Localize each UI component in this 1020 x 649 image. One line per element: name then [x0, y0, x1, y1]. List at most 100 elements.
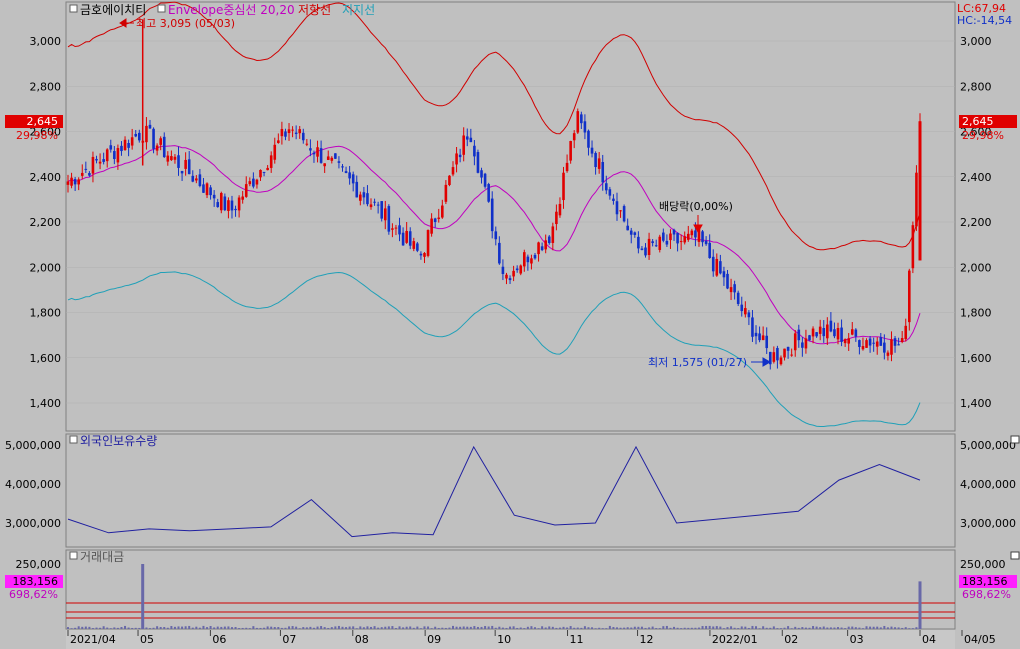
volume-bar	[712, 626, 715, 629]
y-tick-label: 2,600	[30, 126, 62, 139]
high-arrow	[119, 18, 134, 28]
volume-bar	[722, 628, 725, 629]
volume-label[interactable]: 거래대금	[80, 550, 124, 564]
volume-bar	[705, 625, 708, 629]
volume-bar	[562, 626, 565, 629]
pane-max-button[interactable]	[1010, 435, 1020, 444]
volume-bar	[915, 627, 918, 629]
volume-bar	[815, 626, 818, 629]
volume-bar	[690, 627, 693, 629]
volume-bar	[844, 628, 847, 629]
volume-bar	[263, 627, 266, 629]
candle-body	[426, 230, 430, 256]
dividend-arrow	[693, 215, 703, 234]
candle-body	[893, 338, 897, 346]
x-tick-label: 03	[850, 633, 864, 646]
x-tick-label: 02	[784, 633, 798, 646]
envelope-legend[interactable]: Envelope중심선 20,20	[168, 3, 295, 17]
candle-body	[726, 273, 729, 289]
candle-body	[897, 344, 900, 346]
candle-body	[120, 145, 123, 152]
candle-body	[729, 287, 733, 293]
volume-bar	[573, 627, 576, 629]
volume-bar	[102, 626, 105, 629]
volume-tag-change: 698,62%	[962, 588, 1011, 601]
candle-body	[341, 166, 344, 168]
volume-bar	[359, 626, 362, 629]
candle-body	[776, 347, 779, 361]
volume-bar	[330, 627, 333, 629]
volume-bar	[719, 626, 722, 629]
candle-body	[815, 332, 818, 337]
y-tick-label: 2,200	[960, 216, 992, 229]
volume-bar	[469, 626, 472, 629]
volume-bar	[894, 627, 897, 629]
candle-body	[719, 261, 722, 274]
volume-bar	[437, 627, 440, 629]
volume-bar	[523, 628, 526, 629]
candle-body	[818, 326, 822, 334]
price-pane[interactable]	[65, 1, 956, 432]
candle-body	[569, 141, 572, 161]
candle-body	[704, 240, 708, 245]
volume-bar	[840, 627, 843, 629]
volume-bar	[448, 627, 451, 629]
volume-bar	[202, 625, 205, 629]
x-tick-label: 10	[497, 633, 511, 646]
volume-bar	[755, 626, 758, 629]
candle-body	[348, 172, 351, 179]
candle-body	[615, 201, 619, 215]
volume-bar	[869, 626, 872, 629]
candle-body	[444, 184, 448, 202]
candle-body	[744, 308, 747, 315]
y-tick-label: 2,000	[960, 261, 992, 274]
volume-bar	[423, 626, 426, 629]
candle-body	[209, 187, 212, 196]
volume-bar	[288, 626, 291, 629]
volume-bar	[266, 626, 269, 629]
candle-body	[127, 143, 130, 148]
volume-bar	[173, 626, 176, 629]
volume-bar	[519, 627, 522, 629]
candle-body	[708, 242, 711, 258]
volume-bar	[886, 627, 889, 629]
candle-body	[462, 135, 465, 155]
candle-body	[273, 144, 277, 160]
volume-bar	[512, 626, 515, 629]
support-legend[interactable]: 지지선	[342, 3, 375, 17]
y-tick-label: 3,000	[960, 35, 992, 48]
volume-bar	[391, 626, 394, 629]
volume-bar	[277, 627, 280, 629]
candle-body	[583, 121, 587, 133]
volume-bar	[380, 627, 383, 629]
volume-bar	[298, 628, 301, 629]
y-tick-label: 1,400	[960, 397, 992, 410]
foreign-label[interactable]: 외국인보유수량	[80, 434, 157, 448]
candle-body	[408, 231, 412, 246]
volume-bar	[163, 627, 166, 629]
y-tick-label: 2,000	[30, 261, 62, 274]
volume-bar	[370, 626, 373, 629]
candle-body	[868, 338, 872, 346]
volume-bar	[402, 627, 405, 629]
pane-max-button[interactable]	[1010, 551, 1020, 560]
volume-bar	[854, 627, 857, 629]
volume-bar	[74, 627, 77, 629]
candle-body	[398, 225, 401, 235]
x-tick-label: 11	[570, 633, 584, 646]
volume-bar	[384, 626, 387, 629]
volume-pane[interactable]	[65, 549, 956, 630]
stock-name[interactable]: 금호에이치티	[80, 3, 146, 17]
y-tick-label: 1,600	[960, 352, 992, 365]
resistance-line	[67, 1, 921, 251]
candle-body	[70, 177, 73, 186]
volume-bar	[765, 627, 768, 629]
candle-body	[505, 274, 508, 279]
foreign-pane[interactable]	[65, 433, 956, 548]
last-candle	[918, 121, 922, 261]
resistance-legend[interactable]: 저항선	[298, 3, 331, 17]
volume-bar	[769, 627, 772, 629]
candle-body	[148, 124, 152, 129]
candle-body	[530, 258, 533, 264]
volume-bar	[551, 626, 554, 629]
